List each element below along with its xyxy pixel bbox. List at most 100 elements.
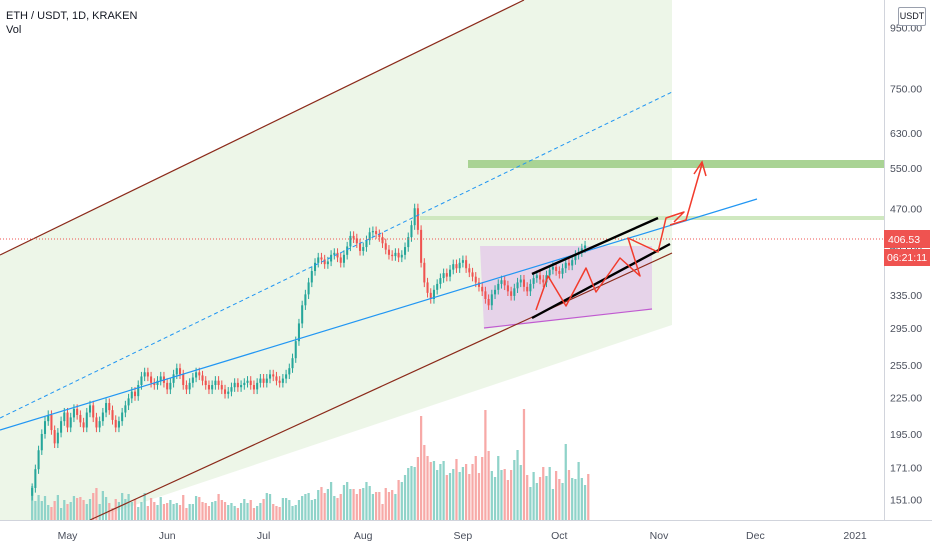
volume-bar — [497, 456, 500, 520]
volume-bar — [365, 482, 368, 520]
volume-bar — [146, 506, 149, 520]
candle-body — [474, 276, 477, 283]
candle-body — [262, 378, 265, 383]
time-tick-label: Dec — [746, 530, 765, 542]
candle-body — [98, 421, 101, 428]
volume-bar — [567, 470, 571, 520]
candle-body — [137, 385, 140, 397]
volume-bar — [166, 503, 169, 520]
candle-body — [243, 382, 246, 386]
candle-body — [310, 271, 313, 283]
volume-bar — [329, 482, 333, 520]
candle-body — [307, 282, 310, 295]
volume-bar — [69, 502, 72, 520]
consolidation-box — [480, 246, 652, 328]
volume-bar — [545, 476, 548, 520]
candle-body — [471, 272, 474, 277]
wedge-lower-line — [531, 242, 671, 320]
time-tick-label: Oct — [551, 530, 567, 542]
price-tick-label: 550.00 — [890, 163, 922, 175]
volume-bar — [506, 480, 510, 520]
candle-body — [159, 376, 162, 381]
candle-body — [449, 269, 452, 277]
candle-body — [510, 291, 513, 296]
volume-bar — [43, 496, 47, 520]
volume-bar — [355, 494, 358, 520]
candle-body — [522, 279, 525, 287]
candle-body — [452, 264, 455, 270]
candle-body — [432, 289, 435, 299]
candle-body — [436, 283, 439, 290]
volume-bar — [217, 494, 220, 520]
volume-bar — [333, 496, 336, 520]
price-tick-label: 630.00 — [890, 128, 922, 140]
volume-bar — [471, 464, 474, 520]
candle-body — [571, 260, 574, 266]
time-tick-label: 2021 — [843, 530, 867, 542]
price-tick-label: 195.00 — [890, 429, 922, 441]
price-tick-label: 470.00 — [890, 203, 922, 215]
candle-body — [188, 382, 191, 390]
candle-body — [169, 382, 172, 390]
volume-bar — [114, 499, 117, 520]
volume-bar — [37, 495, 40, 520]
volume-bar — [474, 456, 477, 520]
candle-body — [500, 280, 503, 284]
candle-body — [429, 292, 432, 299]
candle-body — [217, 380, 220, 386]
candle-body — [105, 403, 108, 413]
candle-body — [465, 260, 468, 269]
candle-body — [291, 358, 294, 369]
candle-body — [494, 289, 497, 295]
currency-button[interactable]: USDT — [898, 7, 926, 26]
candle-body — [320, 257, 323, 260]
volume-indicator-label[interactable]: Vol — [6, 24, 22, 36]
volume-bar — [281, 498, 284, 520]
volume-bar — [516, 450, 519, 520]
candle-body — [580, 248, 583, 253]
candle-body — [574, 254, 577, 261]
candle-body — [564, 262, 567, 269]
candle-body — [130, 391, 133, 399]
channel-midline — [0, 91, 673, 419]
volume-bar — [307, 493, 310, 520]
candle-body — [330, 254, 333, 262]
candle-body — [95, 417, 98, 428]
volume-bar — [79, 497, 82, 520]
candle-body — [359, 243, 362, 251]
candle-body — [233, 382, 236, 388]
volume-bar — [436, 470, 439, 520]
volume-bar — [72, 496, 76, 520]
volume-bar — [320, 487, 323, 520]
volume-bar — [535, 483, 538, 520]
candle-body — [391, 254, 394, 257]
symbol-title[interactable]: ETH / USDT, 1D, KRAKEN — [6, 10, 138, 22]
volume-bar — [500, 470, 503, 520]
volume-bar — [272, 504, 275, 520]
volume-bar — [301, 496, 304, 520]
projection-arrowhead — [693, 160, 707, 177]
candle-body — [69, 417, 72, 428]
candle-body — [246, 380, 249, 383]
candle-body — [50, 414, 53, 431]
candle-body — [140, 376, 143, 386]
volume-bar — [98, 504, 101, 520]
volume-bar — [130, 502, 133, 520]
candle-body — [214, 380, 217, 386]
volume-bar — [529, 487, 532, 520]
volume-bar — [583, 485, 587, 520]
volume-bar — [468, 474, 471, 520]
candle-body — [127, 398, 130, 406]
candle-body — [529, 283, 532, 292]
candle-body — [66, 412, 69, 428]
volume-bar — [455, 459, 458, 520]
volume-bar — [410, 466, 413, 520]
volume-bar — [40, 501, 43, 520]
countdown-badge — [884, 249, 930, 266]
volume-bar — [137, 507, 140, 520]
volume-bar — [429, 462, 432, 520]
candle-body — [79, 414, 82, 423]
volume-bar — [532, 472, 535, 520]
volume-bar — [403, 475, 407, 520]
